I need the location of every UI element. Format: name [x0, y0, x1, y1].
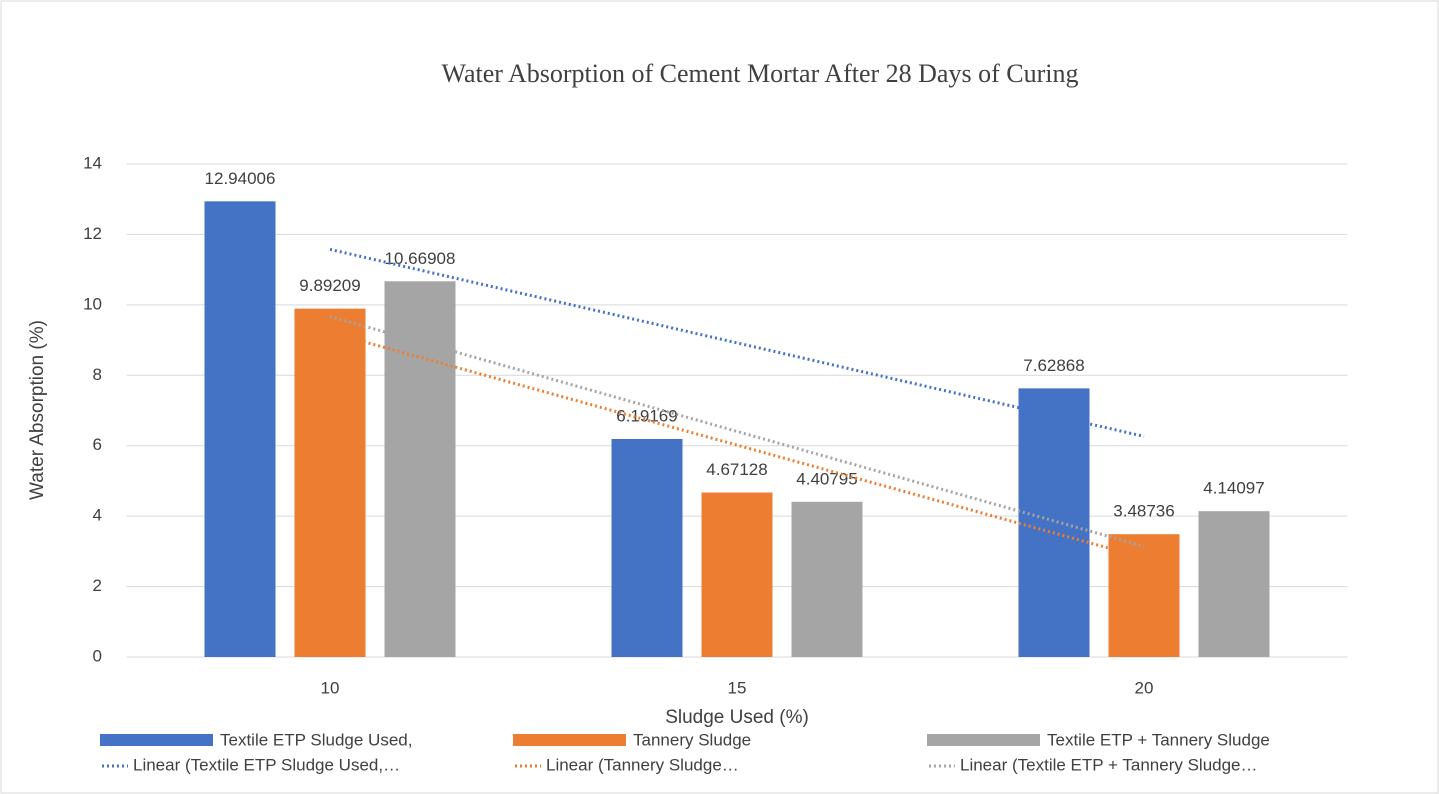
data-label: 4.40795: [796, 469, 857, 488]
bar: [611, 438, 683, 657]
y-tick-label: 2: [93, 576, 102, 595]
legend-label: Textile ETP Sludge Used,: [220, 730, 412, 749]
x-axis-title: Sludge Used (%): [665, 707, 809, 728]
trendline: [329, 247, 1145, 438]
bar: [1018, 388, 1090, 657]
chart-title: Water Absorption of Cement Mortar After …: [442, 59, 1079, 88]
legend-swatch: [513, 734, 626, 746]
legend-label: Textile ETP + Tannery Sludge: [1047, 730, 1270, 749]
bar: [791, 501, 863, 657]
legend-label: Linear (Tannery Sludge…: [546, 755, 739, 774]
data-label: 3.48736: [1113, 502, 1174, 521]
data-label: 6.19169: [616, 406, 677, 425]
legend-label: Linear (Textile ETP + Tannery Sludge…: [960, 755, 1258, 774]
bar: [1108, 534, 1180, 657]
trendline: [329, 315, 1145, 548]
bar: [1198, 511, 1270, 657]
y-axis-title: Water Absorption (%): [27, 320, 48, 500]
y-tick-label: 10: [83, 294, 102, 313]
bar: [294, 308, 366, 657]
legend-swatch: [100, 734, 213, 746]
data-label: 10.66908: [385, 249, 456, 268]
y-tick-label: 0: [93, 646, 102, 665]
trendline: [329, 330, 1145, 560]
data-label: 4.14097: [1203, 479, 1264, 498]
x-tick-label: 20: [1135, 678, 1154, 697]
y-tick-label: 4: [93, 506, 102, 525]
data-label: 12.94006: [205, 169, 276, 188]
bar: [204, 201, 276, 658]
y-tick-label: 14: [83, 153, 102, 172]
data-label: 9.89209: [299, 276, 360, 295]
x-tick-label: 10: [321, 678, 340, 697]
y-tick-label: 8: [93, 365, 102, 384]
bar: [701, 492, 773, 657]
legend-swatch: [927, 734, 1040, 746]
y-tick-label: 6: [93, 435, 102, 454]
x-tick-label: 15: [728, 678, 747, 697]
legend-label: Tannery Sludge: [633, 730, 751, 749]
data-label: 4.67128: [706, 460, 767, 479]
data-label: 7.62868: [1023, 356, 1084, 375]
legend-label: Linear (Textile ETP Sludge Used,…: [133, 755, 400, 774]
bar: [384, 281, 456, 657]
y-tick-label: 12: [83, 224, 102, 243]
